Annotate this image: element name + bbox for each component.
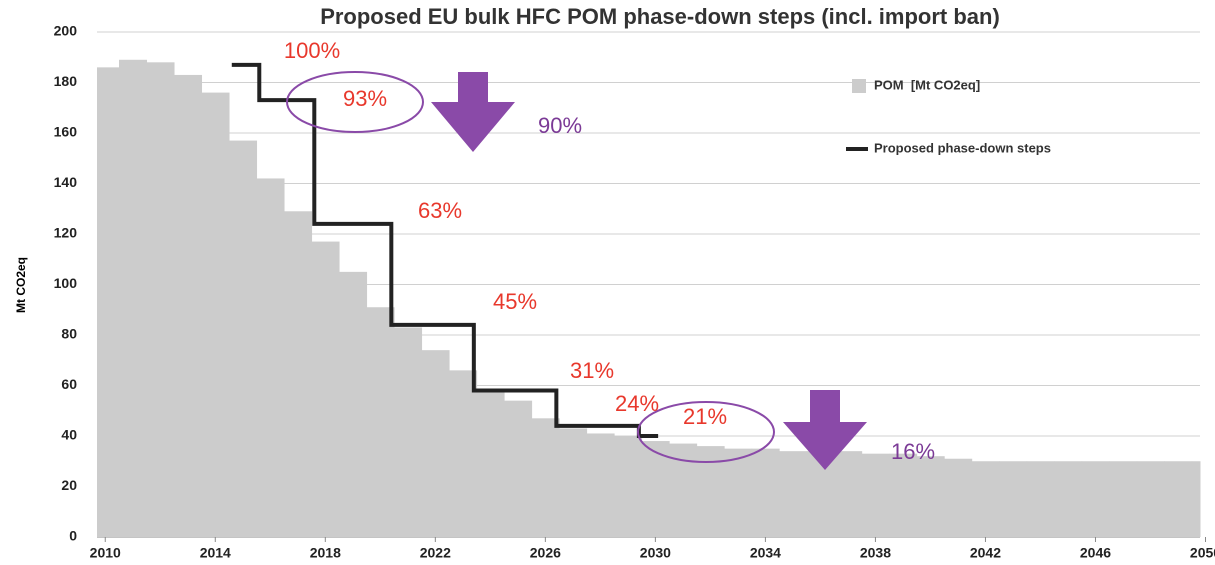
y-tick-label: 140 — [54, 174, 78, 190]
annotation: 93% — [343, 86, 387, 111]
bar — [944, 458, 973, 537]
annotation: 100% — [284, 38, 340, 63]
bar — [256, 178, 285, 537]
bar — [146, 62, 175, 538]
bar — [806, 451, 835, 537]
x-tick-label: 2038 — [860, 545, 891, 561]
down-arrow — [431, 72, 515, 152]
bar — [476, 390, 505, 537]
x-tick-label: 2030 — [640, 545, 671, 561]
highlight-circle — [286, 71, 424, 133]
legend-swatch — [852, 79, 866, 93]
annotation: 24% — [615, 391, 659, 416]
y-tick-label: 180 — [54, 73, 78, 89]
bar — [531, 418, 560, 537]
bar — [366, 307, 395, 537]
y-tick-label: 0 — [69, 528, 77, 544]
bar — [834, 451, 863, 537]
down-arrow — [783, 390, 867, 470]
annotation: 21% — [683, 404, 727, 429]
bar — [586, 433, 615, 537]
bar — [1136, 461, 1165, 537]
bar — [861, 453, 890, 537]
annotation: 31% — [570, 358, 614, 383]
bar — [1026, 461, 1055, 537]
bar — [284, 211, 313, 537]
bar — [449, 370, 478, 537]
y-axis-label: Mt CO2eq — [14, 257, 28, 313]
x-tick-label: 2042 — [970, 545, 1001, 561]
bar — [1054, 461, 1083, 537]
x-tick-label: 2034 — [750, 545, 781, 561]
y-tick-label: 100 — [54, 275, 78, 291]
bar — [1164, 461, 1193, 537]
bar — [696, 446, 725, 537]
y-tick-label: 200 — [54, 23, 78, 39]
x-tick-label: 2014 — [200, 545, 231, 561]
y-tick-label: 120 — [54, 225, 78, 241]
bar — [421, 350, 450, 537]
bar — [779, 451, 808, 537]
chart-title: Proposed EU bulk HFC POM phase-down step… — [320, 4, 1000, 29]
bar — [339, 271, 368, 537]
bar — [641, 441, 670, 537]
x-tick-label: 2050 — [1190, 545, 1215, 561]
highlight-circle — [637, 401, 775, 463]
y-tick-label: 20 — [61, 477, 77, 493]
annotation: 90% — [538, 113, 582, 138]
annotation: 16% — [891, 439, 935, 464]
bar — [119, 59, 148, 538]
bar — [559, 428, 588, 537]
step-line — [231, 62, 659, 438]
y-tick-label: 60 — [61, 376, 77, 392]
bar — [889, 453, 918, 537]
bar — [174, 74, 203, 538]
bar — [971, 461, 1000, 537]
bar — [999, 461, 1028, 537]
bar — [614, 436, 643, 537]
bar — [1081, 461, 1110, 537]
bar — [1109, 461, 1138, 537]
y-tick-label: 160 — [54, 124, 78, 140]
bar — [394, 327, 423, 537]
x-tick-label: 2018 — [310, 545, 341, 561]
bar — [916, 456, 945, 537]
legend-label: POM [Mt CO2eq] — [874, 77, 980, 92]
bar — [724, 448, 753, 537]
x-tick-label: 2010 — [90, 545, 121, 561]
y-tick-label: 40 — [61, 427, 77, 443]
bar — [751, 448, 780, 537]
bar — [1191, 461, 1201, 537]
x-tick-label: 2026 — [530, 545, 561, 561]
bar — [229, 140, 258, 537]
bar — [201, 92, 230, 537]
annotation: 63% — [418, 198, 462, 223]
bar — [311, 241, 340, 537]
bar — [97, 67, 120, 537]
y-tick-label: 80 — [61, 326, 77, 342]
x-tick-label: 2046 — [1080, 545, 1111, 561]
annotation: 45% — [493, 289, 537, 314]
legend-label: Proposed phase-down steps — [874, 140, 1051, 155]
x-tick-label: 2022 — [420, 545, 451, 561]
bar — [504, 400, 533, 537]
